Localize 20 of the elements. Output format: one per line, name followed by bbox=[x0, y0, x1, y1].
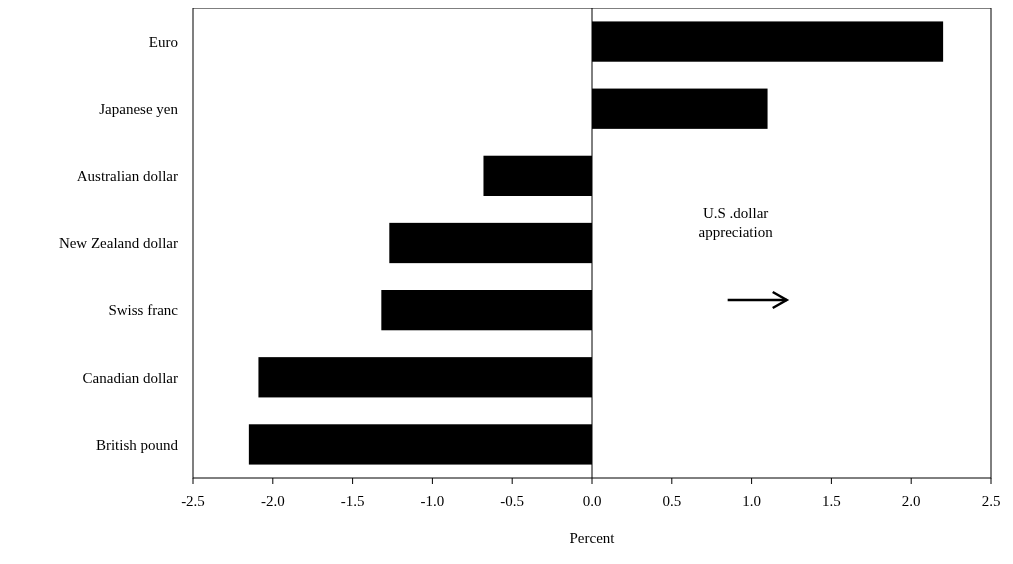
x-tick-label: 0.0 bbox=[582, 493, 602, 509]
x-tick-label: 0.5 bbox=[662, 493, 682, 509]
x-tick-label: 2.0 bbox=[901, 493, 921, 509]
y-tick-label: Australian dollar bbox=[76, 168, 178, 185]
x-tick-label: 1.0 bbox=[742, 493, 761, 509]
y-tick-label: Swiss franc bbox=[108, 302, 179, 319]
x-tick-label: -0.5 bbox=[500, 493, 525, 509]
y-tick-label: New Zealand dollar bbox=[58, 235, 178, 252]
x-tick-label: -1.5 bbox=[340, 493, 365, 509]
x-tick-label: -1.0 bbox=[420, 493, 445, 509]
x-tick-label: 2.5 bbox=[981, 493, 1001, 509]
x-axis-title: Percent bbox=[569, 530, 616, 546]
y-tick-label: Canadian dollar bbox=[82, 369, 178, 386]
x-tick-label: -2.5 bbox=[181, 493, 205, 509]
y-tick-label: Euro bbox=[148, 33, 178, 50]
y-tick-label: Japanese yen bbox=[99, 100, 179, 117]
x-tick-label: -2.0 bbox=[260, 493, 285, 509]
annotation: U.S .dollar appreciation bbox=[698, 204, 774, 240]
x-tick-label: 1.5 bbox=[822, 493, 841, 509]
y-tick-label: British pound bbox=[95, 436, 179, 453]
